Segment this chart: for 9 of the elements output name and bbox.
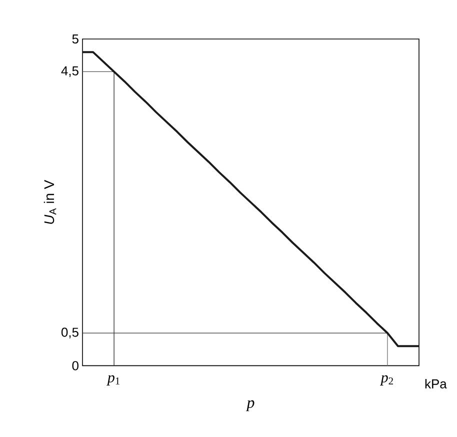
y-tick-label: 0,5 xyxy=(61,328,78,338)
y-tick-label: 0 xyxy=(72,361,78,370)
x-tick-label: p$_{2}$ xyxy=(380,375,393,386)
y-tick-label: 4,5 xyxy=(61,66,78,77)
x-axis-title: p xyxy=(246,400,254,412)
y-tick-label: 5 xyxy=(72,34,78,44)
x-tick-label: p$_{1}$ xyxy=(106,375,120,386)
y-axis-title: U$_{A}$ in V xyxy=(44,180,56,224)
text: kPa xyxy=(425,378,447,388)
